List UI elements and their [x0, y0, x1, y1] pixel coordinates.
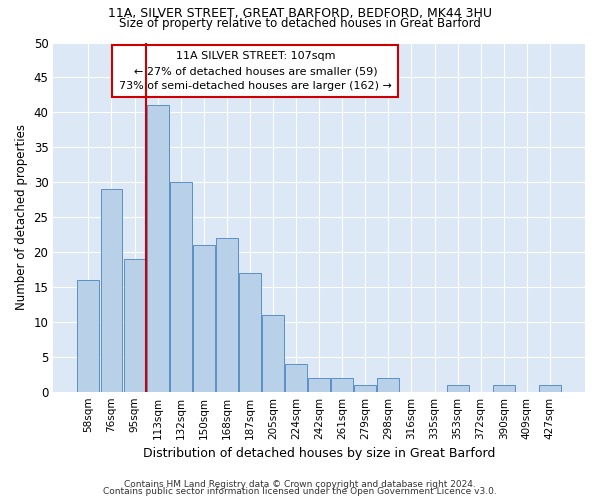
Bar	[216, 238, 238, 392]
Y-axis label: Number of detached properties: Number of detached properties	[15, 124, 28, 310]
Text: Contains public sector information licensed under the Open Government Licence v3: Contains public sector information licen…	[103, 487, 497, 496]
Bar	[377, 378, 400, 392]
Bar	[539, 384, 561, 392]
Bar	[285, 364, 307, 392]
Bar	[262, 315, 284, 392]
Bar	[193, 245, 215, 392]
Text: Contains HM Land Registry data © Crown copyright and database right 2024.: Contains HM Land Registry data © Crown c…	[124, 480, 476, 489]
Text: Size of property relative to detached houses in Great Barford: Size of property relative to detached ho…	[119, 18, 481, 30]
Bar	[355, 384, 376, 392]
Bar	[239, 273, 261, 392]
Text: 11A, SILVER STREET, GREAT BARFORD, BEDFORD, MK44 3HU: 11A, SILVER STREET, GREAT BARFORD, BEDFO…	[108, 8, 492, 20]
Bar	[124, 259, 146, 392]
Text: 11A SILVER STREET: 107sqm
← 27% of detached houses are smaller (59)
73% of semi-: 11A SILVER STREET: 107sqm ← 27% of detac…	[119, 51, 392, 91]
Bar	[493, 384, 515, 392]
Bar	[308, 378, 330, 392]
Bar	[146, 106, 169, 392]
X-axis label: Distribution of detached houses by size in Great Barford: Distribution of detached houses by size …	[143, 447, 496, 460]
Bar	[101, 189, 122, 392]
Bar	[170, 182, 191, 392]
Bar	[331, 378, 353, 392]
Bar	[446, 384, 469, 392]
Bar	[77, 280, 100, 392]
